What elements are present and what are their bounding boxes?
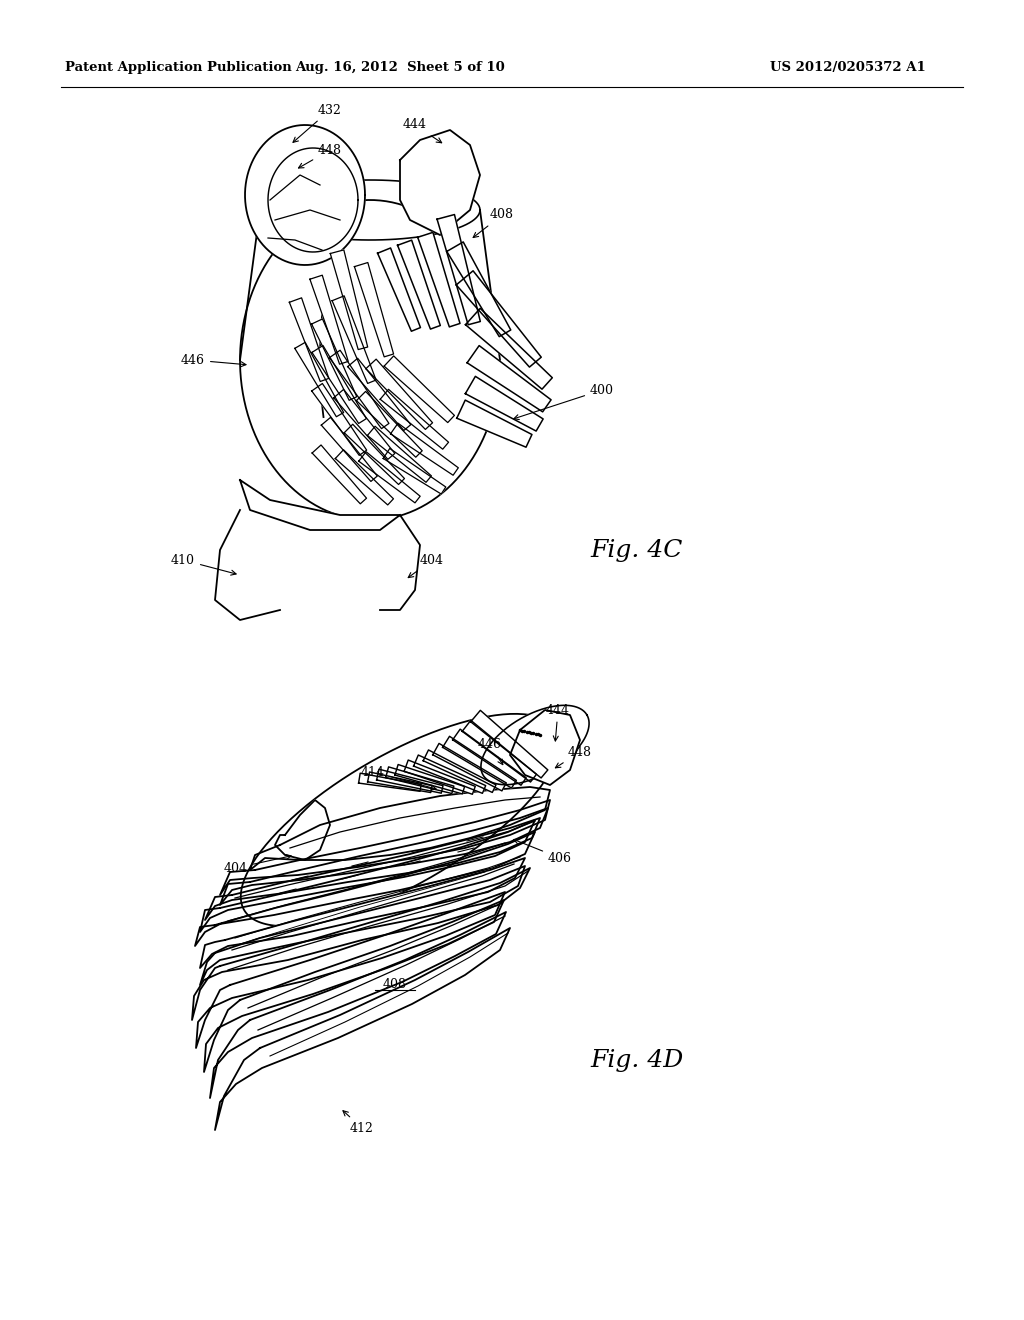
- Polygon shape: [290, 298, 329, 381]
- Polygon shape: [395, 764, 465, 793]
- Polygon shape: [311, 384, 367, 455]
- Text: 448: 448: [555, 746, 592, 768]
- Polygon shape: [245, 125, 365, 265]
- Text: Patent Application Publication: Patent Application Publication: [65, 62, 292, 74]
- Polygon shape: [215, 928, 510, 1130]
- Polygon shape: [310, 275, 348, 364]
- Polygon shape: [210, 912, 506, 1098]
- Text: 408: 408: [473, 209, 514, 238]
- Polygon shape: [481, 705, 589, 784]
- Polygon shape: [386, 767, 454, 793]
- Polygon shape: [418, 232, 460, 327]
- Polygon shape: [510, 710, 580, 785]
- Polygon shape: [356, 392, 422, 457]
- Polygon shape: [467, 346, 551, 412]
- Polygon shape: [275, 800, 330, 861]
- Polygon shape: [368, 772, 432, 792]
- Polygon shape: [200, 820, 535, 932]
- Polygon shape: [368, 426, 431, 482]
- Polygon shape: [204, 900, 504, 1072]
- Polygon shape: [193, 869, 530, 1020]
- Polygon shape: [397, 240, 440, 329]
- Polygon shape: [200, 866, 525, 985]
- Polygon shape: [241, 714, 559, 927]
- Polygon shape: [205, 818, 540, 920]
- Text: 404: 404: [409, 553, 444, 578]
- Text: Fig. 4D: Fig. 4D: [590, 1048, 683, 1072]
- Polygon shape: [471, 710, 548, 777]
- Text: 444: 444: [546, 704, 570, 741]
- Polygon shape: [240, 480, 400, 531]
- Polygon shape: [377, 770, 443, 793]
- Polygon shape: [196, 892, 505, 1048]
- Text: 404: 404: [224, 854, 291, 874]
- Text: Aug. 16, 2012  Sheet 5 of 10: Aug. 16, 2012 Sheet 5 of 10: [295, 62, 505, 74]
- Polygon shape: [442, 737, 516, 788]
- Polygon shape: [462, 721, 537, 781]
- Polygon shape: [220, 800, 550, 895]
- Text: 410: 410: [171, 553, 237, 576]
- Polygon shape: [466, 309, 552, 389]
- Polygon shape: [330, 350, 389, 429]
- Polygon shape: [250, 787, 550, 870]
- Text: Fig. 4C: Fig. 4C: [590, 539, 682, 561]
- Polygon shape: [378, 248, 421, 331]
- Polygon shape: [331, 249, 368, 350]
- Polygon shape: [457, 271, 542, 367]
- Text: US 2012/0205372 A1: US 2012/0205372 A1: [770, 62, 926, 74]
- Polygon shape: [446, 242, 511, 337]
- Text: 408: 408: [383, 978, 407, 991]
- Polygon shape: [354, 263, 393, 356]
- Polygon shape: [366, 359, 432, 429]
- Polygon shape: [334, 389, 395, 459]
- Polygon shape: [335, 450, 393, 506]
- Polygon shape: [384, 356, 455, 422]
- Polygon shape: [358, 774, 421, 791]
- Polygon shape: [322, 417, 377, 482]
- Polygon shape: [312, 346, 367, 424]
- Polygon shape: [383, 449, 445, 494]
- Polygon shape: [358, 451, 420, 503]
- Text: 406: 406: [514, 840, 572, 865]
- Polygon shape: [295, 342, 344, 417]
- Polygon shape: [414, 755, 485, 793]
- Text: 414: 414: [361, 766, 436, 791]
- Polygon shape: [423, 750, 496, 792]
- Polygon shape: [433, 743, 506, 791]
- Polygon shape: [437, 215, 480, 325]
- Polygon shape: [453, 729, 526, 785]
- Polygon shape: [400, 129, 480, 235]
- Text: 412: 412: [343, 1110, 374, 1134]
- Polygon shape: [344, 424, 404, 484]
- Polygon shape: [465, 376, 543, 432]
- Text: 446: 446: [478, 738, 503, 764]
- Text: 444: 444: [403, 119, 441, 143]
- Text: 432: 432: [293, 103, 342, 143]
- Polygon shape: [332, 296, 376, 383]
- Polygon shape: [457, 400, 531, 447]
- Polygon shape: [220, 808, 548, 906]
- Text: 400: 400: [514, 384, 614, 420]
- Polygon shape: [312, 445, 367, 504]
- Text: 448: 448: [298, 144, 342, 168]
- Polygon shape: [404, 760, 475, 795]
- Polygon shape: [380, 389, 449, 449]
- Polygon shape: [390, 424, 459, 475]
- Polygon shape: [200, 858, 525, 968]
- Polygon shape: [348, 358, 411, 430]
- Polygon shape: [311, 319, 356, 400]
- Polygon shape: [195, 832, 535, 946]
- Polygon shape: [268, 148, 358, 252]
- Text: 446: 446: [181, 354, 246, 367]
